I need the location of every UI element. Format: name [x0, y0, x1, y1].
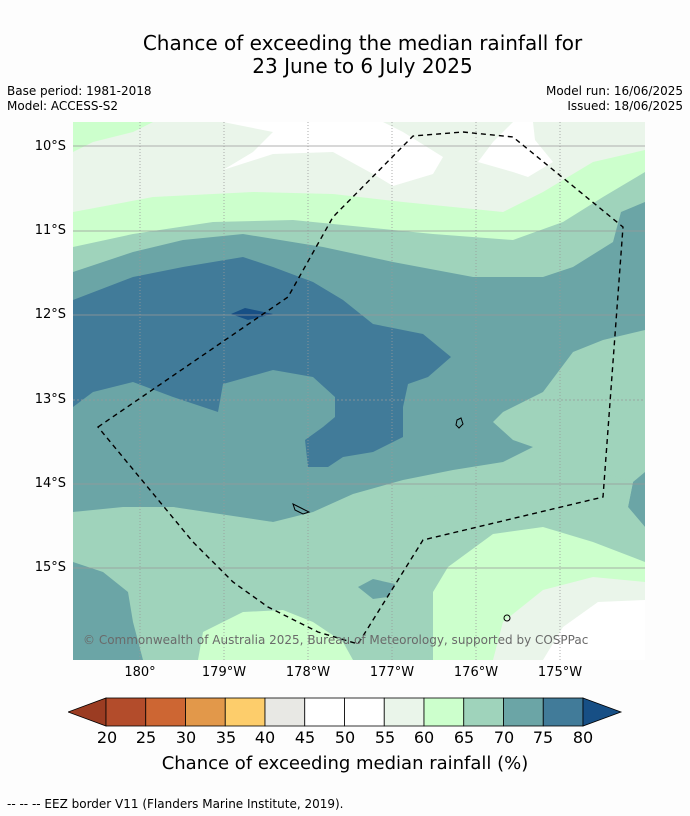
island-outline-3 [503, 614, 511, 622]
zone-75-80 [73, 257, 451, 467]
colorbar-cell [463, 697, 504, 727]
rainfall-probability-map[interactable] [73, 122, 645, 660]
colorbar-tick-30: 30 [175, 728, 197, 747]
lon-label-178w: 178°W [285, 665, 331, 680]
lat-label-15s: 15°S [34, 560, 66, 575]
colorbar-tick-35: 35 [215, 728, 237, 747]
colorbar-cell [503, 697, 544, 727]
zone-80-plus [231, 308, 273, 320]
lon-label-175w: 175°W [537, 665, 583, 680]
zone-60-65-bottom [198, 610, 353, 660]
colorbar-cell [383, 697, 425, 727]
island-outline-1 [455, 417, 464, 429]
colorbar-cell [423, 697, 465, 727]
colorbar-tick-75: 75 [532, 728, 554, 747]
colorbar-label: Chance of exceeding median rainfall (%) [161, 753, 529, 774]
colorbar-high-arrow [582, 697, 623, 727]
colorbar-tick-60: 60 [413, 728, 435, 747]
model-run-text: Model run: 16/06/2025 [545, 84, 683, 98]
lon-label-176w: 176°W [453, 665, 499, 680]
lat-label-13s: 13°S [34, 392, 66, 407]
copyright-text: © Commonwealth of Australia 2025, Bureau… [83, 633, 589, 647]
graticule [73, 122, 645, 660]
colorbar-cell [224, 697, 266, 727]
lat-label-14s: 14°S [34, 476, 66, 491]
base-period-text: Base period: 1981-2018 [7, 84, 152, 98]
colorbar-cell [145, 697, 186, 727]
colorbar-cell [264, 697, 306, 727]
lat-label-11s: 11°S [34, 223, 66, 238]
colorbar-tick-55: 55 [374, 728, 396, 747]
colorbar-cells [105, 697, 584, 727]
zone-65-70-lower [73, 470, 645, 660]
lon-label-180: 180° [124, 665, 156, 680]
lon-label-179w: 179°W [201, 665, 247, 680]
meta-right: Model run: 16/06/2025 Issued: 18/06/2025 [546, 84, 683, 114]
colorbar-cell [105, 697, 147, 727]
zone-50-55-lower-right [543, 600, 645, 660]
lat-label-12s: 12°S [34, 307, 66, 322]
colorbar-tick-45: 45 [294, 728, 316, 747]
zone-50-55-top [223, 122, 443, 186]
colorbar-tick-20: 20 [96, 728, 118, 747]
zone-50-55-topright [478, 122, 553, 177]
colorbar-tick-65: 65 [453, 728, 475, 747]
zone-70-75-lowerleft [73, 562, 143, 660]
lat-label-10s: 10°S [34, 139, 66, 154]
eez-footnote: -- -- -- EEZ border V11 (Flanders Marine… [7, 797, 344, 811]
colorbar-cell [344, 697, 385, 727]
model-text: Model: ACCESS-S2 [7, 99, 119, 113]
colorbar-cell [542, 697, 584, 727]
issued-text: Issued: 18/06/2025 [567, 99, 683, 113]
colorbar-low-arrow [68, 697, 107, 727]
colorbar-tick-50: 50 [334, 728, 356, 747]
colorbar [68, 697, 623, 727]
map-svg [73, 122, 645, 660]
meta-left: Base period: 1981-2018 Model: ACCESS-S2 [7, 84, 152, 114]
zone-60-65-topleft [73, 122, 153, 152]
colorbar-cell [304, 697, 345, 727]
eez-border [96, 131, 624, 645]
lon-label-177w: 177°W [369, 665, 415, 680]
colorbar-tick-80: 80 [572, 728, 594, 747]
island-outline-2 [292, 503, 311, 515]
colorbar-tick-25: 25 [135, 728, 157, 747]
colorbar-tick-40: 40 [254, 728, 276, 747]
map-title-line1: Chance of exceeding the median rainfall … [142, 31, 583, 55]
zone-70-75-small [358, 579, 395, 599]
colorbar-tick-70: 70 [493, 728, 515, 747]
colorbar-cell [185, 697, 226, 727]
map-title-line2: 23 June to 6 July 2025 [252, 54, 473, 78]
